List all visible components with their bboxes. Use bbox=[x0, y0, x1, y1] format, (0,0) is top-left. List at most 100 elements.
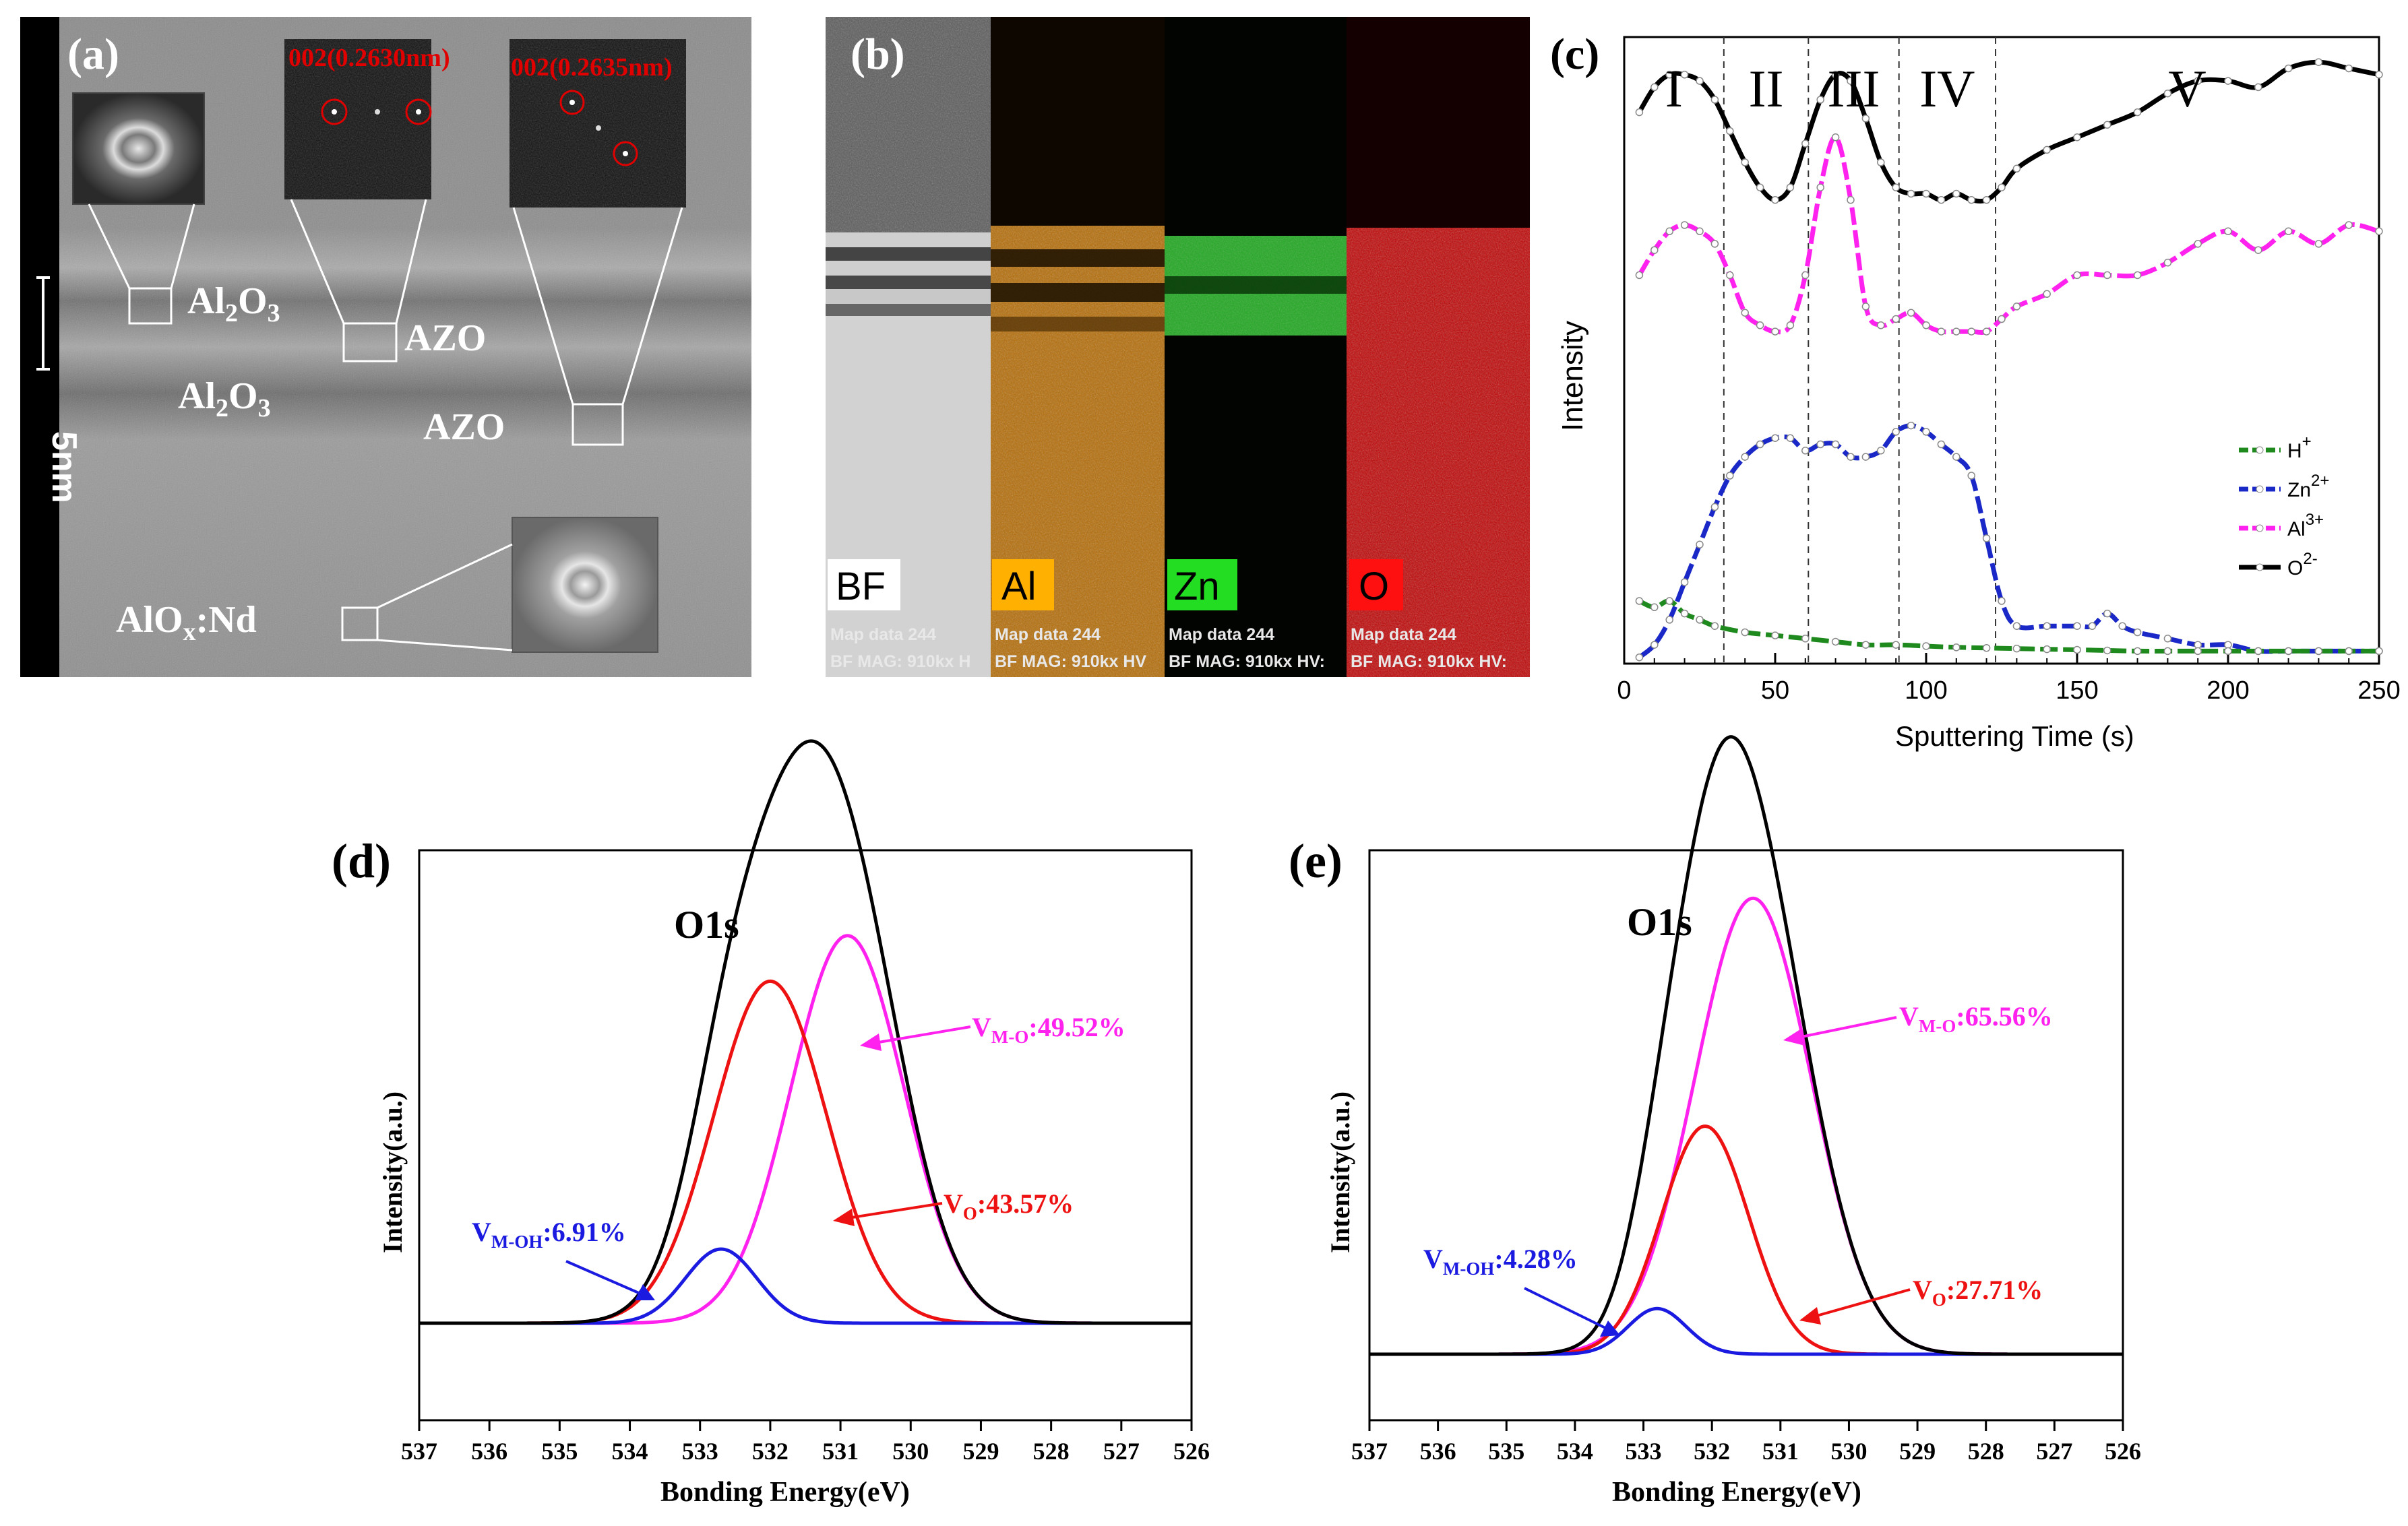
data-point bbox=[2043, 290, 2051, 298]
x-tick-label: 531 bbox=[822, 1438, 859, 1465]
fft-spot-marker bbox=[559, 90, 585, 115]
map-caption: Map data 244 bbox=[830, 625, 936, 644]
data-point bbox=[1847, 196, 1855, 204]
data-point bbox=[1680, 578, 1689, 586]
x-tick-label: 536 bbox=[1420, 1438, 1456, 1465]
scale-bar-label: 5nm bbox=[44, 431, 84, 503]
data-point bbox=[1847, 453, 1855, 461]
x-tick-label: 100 bbox=[1905, 676, 1947, 705]
annotation-d-vo: VO:43.57% bbox=[944, 1188, 1074, 1223]
data-point bbox=[2284, 647, 2293, 656]
x-tick-label: 529 bbox=[962, 1438, 999, 1465]
data-point bbox=[1771, 327, 1779, 336]
data-point bbox=[2314, 58, 2323, 66]
data-point bbox=[2103, 646, 2111, 655]
data-point bbox=[1635, 271, 1644, 280]
data-point bbox=[1741, 453, 1749, 461]
x-tick-label: 534 bbox=[612, 1438, 648, 1465]
data-point bbox=[2073, 622, 2081, 630]
data-point bbox=[2194, 77, 2202, 85]
x-tick-label: 250 bbox=[2357, 676, 2400, 705]
map-caption: BF MAG: 910kx HV bbox=[995, 652, 1146, 671]
data-point bbox=[2194, 240, 2202, 248]
data-point bbox=[2314, 240, 2323, 248]
data-point bbox=[1726, 271, 1734, 280]
panel-b: (b) BF Al Zn O Map data 244 BF MAG: 910k… bbox=[826, 17, 1530, 677]
data-point bbox=[1635, 653, 1644, 662]
panel-a: 5nm (a) 002(0.2630nm) 002(0.2635nm) bbox=[20, 17, 751, 677]
data-point bbox=[2194, 647, 2202, 656]
chart-d-plot: 537 536 535 534 533 532 531 530 529 528 527 526 bbox=[401, 739, 1210, 1465]
data-point bbox=[1831, 71, 1840, 79]
data-point bbox=[2043, 146, 2051, 154]
data-point bbox=[2073, 271, 2081, 280]
chart-e-ylabel: Intensity(a.u.) bbox=[1325, 1091, 1355, 1253]
x-tick-label: 537 bbox=[1351, 1438, 1388, 1465]
x-tick-label: 535 bbox=[1488, 1438, 1524, 1465]
data-point bbox=[2103, 121, 2111, 129]
x-tick-label: 533 bbox=[682, 1438, 718, 1465]
region-label: IV bbox=[1919, 59, 1975, 118]
data-point bbox=[1831, 133, 1840, 141]
series-line-Al3+ bbox=[1637, 135, 2380, 335]
series-line-H+ bbox=[1638, 598, 2379, 654]
data-point bbox=[1710, 96, 1719, 104]
data-point bbox=[1982, 327, 1991, 336]
region-label: I bbox=[1665, 59, 1683, 118]
map-caption: Map data 244 bbox=[995, 625, 1101, 644]
data-point bbox=[2284, 64, 2293, 73]
fft-label-2: 002(0.2635nm) bbox=[511, 53, 673, 82]
data-point bbox=[1998, 183, 2006, 191]
data-point bbox=[1680, 609, 1689, 618]
map-caption: BF MAG: 910kx HV: bbox=[1351, 652, 1507, 671]
x-tick-label: 537 bbox=[401, 1438, 437, 1465]
layer-label-azo-top: AZO bbox=[404, 317, 486, 359]
data-point bbox=[2163, 647, 2172, 656]
chart-c-legend: H+ Zn2+ Al3+ O2- bbox=[2239, 433, 2329, 579]
data-point bbox=[1967, 327, 1975, 336]
map-tag-zn bbox=[1167, 559, 1237, 610]
data-point bbox=[2012, 164, 2021, 173]
series-line-O2- bbox=[1637, 59, 2380, 204]
data-point bbox=[1726, 127, 1734, 135]
data-point bbox=[2375, 71, 2383, 79]
x-tick-label: 531 bbox=[1762, 1438, 1799, 1465]
data-point bbox=[1847, 77, 1855, 85]
layer-label-al2o3-mid: Al2O3 bbox=[178, 375, 271, 422]
x-tick-label: 534 bbox=[1557, 1438, 1593, 1465]
panel-d: (d) 537 536 535 534 533 532 531 530 529 528 527 526… bbox=[332, 739, 1210, 1508]
data-point bbox=[2375, 227, 2383, 236]
data-point bbox=[1937, 196, 1946, 204]
data-point bbox=[1877, 447, 1885, 455]
chart-d-xlabel: Bonding Energy(eV) bbox=[660, 1477, 910, 1508]
x-tick-label: 527 bbox=[2036, 1438, 2072, 1465]
scale-bar-strip bbox=[20, 17, 59, 677]
x-tick-label: 532 bbox=[752, 1438, 789, 1465]
envelope-O1s bbox=[419, 739, 1192, 1325]
data-point bbox=[2314, 647, 2323, 656]
data-point bbox=[2224, 227, 2232, 236]
data-point bbox=[2012, 622, 2021, 630]
data-point bbox=[1635, 108, 1644, 117]
x-tick-label: 529 bbox=[1899, 1438, 1936, 1465]
data-point bbox=[2375, 647, 2383, 656]
data-point bbox=[1861, 453, 1870, 461]
map-tag-zn-text: Zn bbox=[1174, 565, 1220, 608]
data-point bbox=[1907, 189, 1915, 198]
legend-label: Al3+ bbox=[2287, 511, 2324, 540]
data-point bbox=[1801, 635, 1810, 643]
data-point bbox=[2012, 644, 2021, 653]
fft-spot-marker bbox=[613, 141, 638, 166]
data-point bbox=[1907, 309, 1915, 317]
data-point bbox=[1771, 434, 1779, 442]
annotation-arrows-e bbox=[1524, 1016, 1911, 1337]
data-point bbox=[1877, 158, 1885, 166]
data-point bbox=[1696, 77, 1704, 85]
peak-V_M-OH bbox=[1369, 1306, 2123, 1356]
data-point bbox=[2133, 647, 2142, 656]
data-point bbox=[1922, 428, 1930, 436]
data-point bbox=[1816, 440, 1824, 449]
layer-label-al2o3-top: Al2O3 bbox=[187, 280, 280, 327]
data-point bbox=[2345, 647, 2353, 656]
annotation-e-vmoh: VM-OH:4.28% bbox=[1423, 1244, 1578, 1279]
